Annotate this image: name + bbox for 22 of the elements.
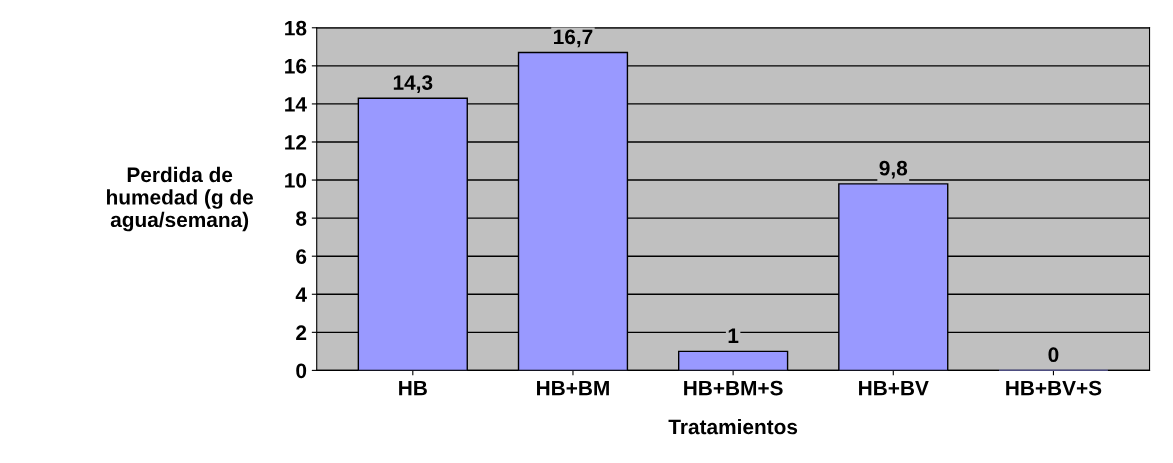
x-tick-label: HB+BM (537, 380, 609, 396)
y-tick-label: 12 (285, 134, 307, 150)
y-tick-label: 14 (285, 97, 307, 112)
x-axis-title: Tratamientos (668, 418, 798, 435)
y-tick-label: 0 (296, 363, 307, 379)
y-tick-label: 4 (295, 287, 307, 302)
y-tick-label: 10 (285, 173, 307, 188)
y-tick-label: 2 (296, 325, 307, 340)
x-tick-label: HB+BV+S (1006, 380, 1102, 396)
y-tick-label: 6 (296, 249, 307, 264)
data-label: 0 (1048, 347, 1059, 363)
data-label: 9,8 (879, 160, 908, 179)
y-tick-label: 16 (285, 58, 307, 74)
x-tick-label: HB+BM+S (684, 380, 783, 396)
data-label: 1 (728, 328, 739, 343)
x-tick-label: HB+BV (859, 380, 929, 396)
data-label: 16,7 (554, 29, 593, 48)
data-label: 14,3 (393, 75, 433, 93)
y-axis-title: Perdida de humedad (g de agua/semana) (107, 166, 254, 232)
y-tick-label: 8 (296, 211, 307, 226)
y-tick-label: 18 (285, 20, 307, 36)
x-tick-label: HB (399, 380, 427, 396)
